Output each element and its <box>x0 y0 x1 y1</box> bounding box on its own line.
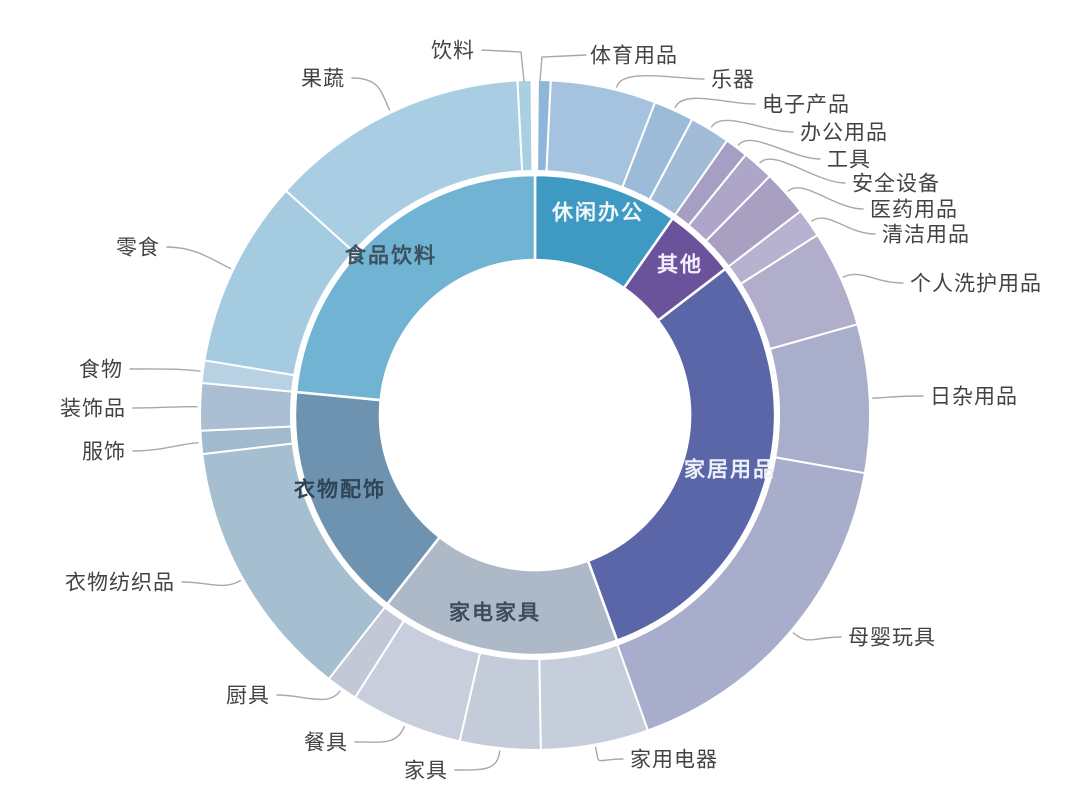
outer-segment-label-4: 工具 <box>827 147 871 171</box>
outer-segment-label-14: 厨具 <box>226 683 270 707</box>
leader-line-9 <box>871 395 924 399</box>
outer-segment-label-15: 衣物纺织品 <box>65 570 175 594</box>
inner-segment-label-3: 家电家具 <box>449 600 541 624</box>
outer-segment-label-5: 安全设备 <box>852 171 940 195</box>
outer-segment-label-8: 个人洗护用品 <box>910 271 1042 295</box>
leader-line-2 <box>674 97 756 109</box>
outer-segment-label-20: 果蔬 <box>301 66 345 90</box>
leader-line-16 <box>132 442 199 452</box>
outer-segment-label-19: 零食 <box>116 235 160 259</box>
inner-segment-5[interactable] <box>294 173 537 402</box>
leader-line-19 <box>166 246 232 270</box>
leader-line-0 <box>539 54 587 82</box>
leader-lines <box>129 49 924 771</box>
outer-segment-label-17: 装饰品 <box>60 396 126 420</box>
outer-segment-label-16: 服饰 <box>82 439 126 463</box>
leader-line-21 <box>481 49 525 82</box>
leader-line-14 <box>276 690 341 701</box>
leader-line-15 <box>181 580 242 587</box>
leader-line-12 <box>454 750 501 771</box>
leader-line-1 <box>616 74 705 88</box>
leader-line-4 <box>737 139 821 160</box>
outer-segment-label-10: 母婴玩具 <box>848 625 936 649</box>
outer-segment-label-3: 办公用品 <box>800 120 888 144</box>
inner-ring <box>293 173 777 657</box>
inner-segment-label-2: 家居用品 <box>684 457 776 481</box>
leader-line-11 <box>595 746 624 762</box>
inner-segment-2[interactable] <box>586 267 777 642</box>
outer-segment-label-18: 食物 <box>79 357 123 381</box>
outer-ring <box>199 79 871 751</box>
leader-line-5 <box>759 158 846 184</box>
outer-segment-21[interactable] <box>516 79 534 173</box>
leader-line-20 <box>351 77 391 111</box>
outer-segment-label-13: 餐具 <box>304 730 348 754</box>
outer-segment-label-11: 家用电器 <box>630 747 718 771</box>
leader-line-18 <box>129 368 201 372</box>
leader-line-7 <box>811 217 876 235</box>
outer-segment-label-12: 家具 <box>404 758 448 782</box>
inner-segment-label-4: 衣物配饰 <box>294 477 386 501</box>
outer-segment-label-6: 医药用品 <box>870 197 958 221</box>
outer-segment-label-21: 饮料 <box>431 38 475 62</box>
outer-segment-label-2: 电子产品 <box>762 92 850 116</box>
leader-line-17 <box>132 405 198 409</box>
outer-segment-label-9: 日杂用品 <box>930 384 1018 408</box>
outer-segment-label-7: 清洁用品 <box>882 222 970 246</box>
labels: 体育用品乐器电子产品办公用品工具安全设备医药用品清洁用品个人洗护用品日杂用品母婴… <box>60 38 1042 782</box>
outer-segment-9[interactable] <box>768 323 871 475</box>
outer-segment-label-1: 乐器 <box>711 67 755 91</box>
leader-line-3 <box>710 119 794 133</box>
leader-line-13 <box>354 726 405 743</box>
leader-line-8 <box>842 273 904 284</box>
inner-segment-label-5: 食品饮料 <box>345 243 437 267</box>
outer-segment-label-0: 体育用品 <box>590 43 678 67</box>
leader-line-6 <box>787 187 864 210</box>
inner-segment-label-0: 休闲办公 <box>551 200 644 224</box>
leader-line-10 <box>792 632 842 641</box>
inner-segment-label-1: 其他 <box>657 252 703 276</box>
